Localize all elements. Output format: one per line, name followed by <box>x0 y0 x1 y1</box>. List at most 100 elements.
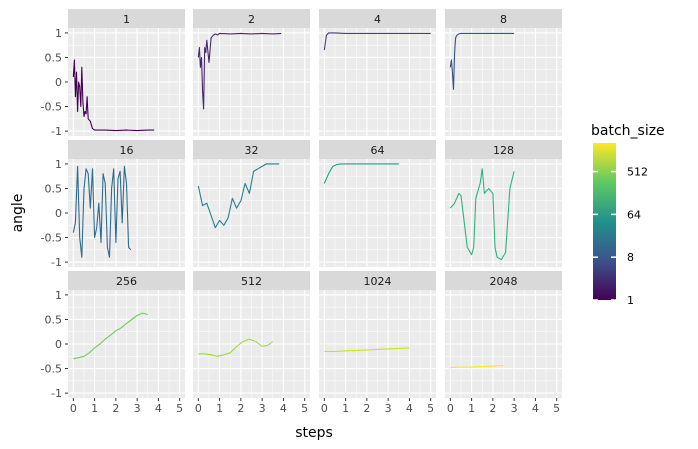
facet-strip-label: 512 <box>241 275 262 288</box>
facet-panel-512: 512 <box>193 271 310 398</box>
legend-tick-label: 512 <box>627 166 648 179</box>
facet-panel-64: 64 <box>319 140 436 267</box>
x-tick-label: 0 <box>321 402 328 415</box>
legend: batch_size 512 64 8 1 <box>591 123 665 307</box>
y-tick-label: -1 <box>51 125 62 138</box>
y-tick-label: 1 <box>55 27 62 40</box>
facet-strip <box>193 9 310 28</box>
x-tick-label: 3 <box>511 402 518 415</box>
x-tick-label: 2 <box>489 402 496 415</box>
facet-strip-label: 256 <box>116 275 137 288</box>
facet-strip-label: 128 <box>493 144 514 157</box>
facet-strip-label: 4 <box>374 13 381 26</box>
facet-strip-label: 1 <box>123 13 130 26</box>
legend-tick-label: 64 <box>627 208 641 221</box>
x-tick-label: 3 <box>134 402 141 415</box>
series-line-batch-4 <box>323 32 431 51</box>
y-tick-label: 1 <box>55 289 62 302</box>
facet-strip <box>319 271 436 290</box>
y-tick-label: 0.5 <box>45 182 63 195</box>
facet-strip <box>68 9 185 28</box>
facet-strip <box>193 140 310 159</box>
y-tick-label: -1 <box>51 256 62 269</box>
x-tick-label: 1 <box>91 402 98 415</box>
x-tick-label: 3 <box>385 402 392 415</box>
y-tick-label: 0 <box>55 207 62 220</box>
facet-strip-label: 2048 <box>490 275 518 288</box>
series-line-batch-32 <box>197 163 280 229</box>
facet-strip-label: 16 <box>120 144 134 157</box>
facet-strip <box>193 271 310 290</box>
y-tick-label: 1 <box>55 158 62 171</box>
facet-strip <box>445 271 562 290</box>
y-tick-label: -0.5 <box>41 363 62 376</box>
series-line-batch-512 <box>198 338 274 357</box>
x-tick-label: 1 <box>216 402 223 415</box>
facet-panel-4: 4 <box>319 9 436 136</box>
x-tick-label: 0 <box>195 402 202 415</box>
facet-panel-16: 16 <box>68 140 185 267</box>
facet-strip-label: 64 <box>371 144 385 157</box>
legend-title: batch_size <box>591 123 665 139</box>
facet-strip-label: 32 <box>245 144 259 157</box>
series-line-batch-128 <box>449 168 515 261</box>
y-axis-title: angle <box>10 194 26 233</box>
facet-panels: 1 2 4 8 16 32 64 128 256 512 1024 2048 <box>68 9 562 398</box>
y-tick-label: 0 <box>55 76 62 89</box>
x-tick-label: 2 <box>112 402 119 415</box>
facet-panel-2: 2 <box>193 9 310 136</box>
facet-strip-label: 1024 <box>364 275 392 288</box>
facet-strip <box>319 9 436 28</box>
facet-panel-32: 32 <box>193 140 310 267</box>
facet-strip-label: 2 <box>248 13 255 26</box>
facet-strip-label: 8 <box>500 13 507 26</box>
legend-tick-label: 1 <box>627 294 634 307</box>
y-tick-label: 0.5 <box>45 51 63 64</box>
x-tick-label: 4 <box>280 402 287 415</box>
series-line-batch-1 <box>72 59 155 132</box>
legend-ticks: 512 64 8 1 <box>593 166 648 307</box>
y-tick-label: 0 <box>55 338 62 351</box>
facet-panel-2048: 2048 <box>445 271 562 398</box>
facet-panel-1: 1 <box>68 9 185 136</box>
facet-panel-1024: 1024 <box>319 271 436 398</box>
y-tick-label: -1 <box>51 387 62 400</box>
facet-panel-256: 256 <box>68 271 185 398</box>
legend-tick-label: 8 <box>627 251 634 264</box>
y-tick-label: 0.5 <box>45 313 63 326</box>
series-line-batch-8 <box>449 32 515 90</box>
facet-strip <box>445 9 562 28</box>
x-tick-label: 5 <box>553 402 560 415</box>
x-tick-label: 0 <box>447 402 454 415</box>
facet-strip <box>68 271 185 290</box>
facet-strip <box>68 140 185 159</box>
x-tick-label: 4 <box>155 402 162 415</box>
x-tick-label: 4 <box>406 402 413 415</box>
x-tick-label: 1 <box>468 402 475 415</box>
facet-strip <box>445 140 562 159</box>
x-tick-label: 0 <box>70 402 77 415</box>
x-tick-label: 5 <box>176 402 183 415</box>
series-line-batch-1024 <box>324 347 410 352</box>
x-tick-label: 4 <box>532 402 539 415</box>
x-tick-label: 5 <box>427 402 434 415</box>
x-tick-label: 3 <box>259 402 266 415</box>
series-line-batch-2048 <box>450 365 504 369</box>
facet-panel-128: 128 <box>445 140 562 267</box>
series-line-batch-256 <box>73 312 148 360</box>
y-axes: -1 -0.5 0 0.5 1 -1 -0.5 0 0.5 1 -1 -0.5 0 0.5 1 <box>41 27 68 400</box>
facet-panel-8: 8 <box>445 9 562 136</box>
y-tick-label: -0.5 <box>41 232 62 245</box>
facet-strip <box>319 140 436 159</box>
series-line-batch-16 <box>72 165 132 258</box>
x-tick-label: 5 <box>301 402 308 415</box>
y-tick-label: -0.5 <box>41 101 62 114</box>
series-line-batch-64 <box>323 163 399 184</box>
x-tick-label: 2 <box>237 402 244 415</box>
series-line-batch-2 <box>197 32 282 110</box>
x-axis-title: steps <box>295 425 333 441</box>
x-tick-label: 2 <box>363 402 370 415</box>
legend-colorbar <box>593 143 616 300</box>
